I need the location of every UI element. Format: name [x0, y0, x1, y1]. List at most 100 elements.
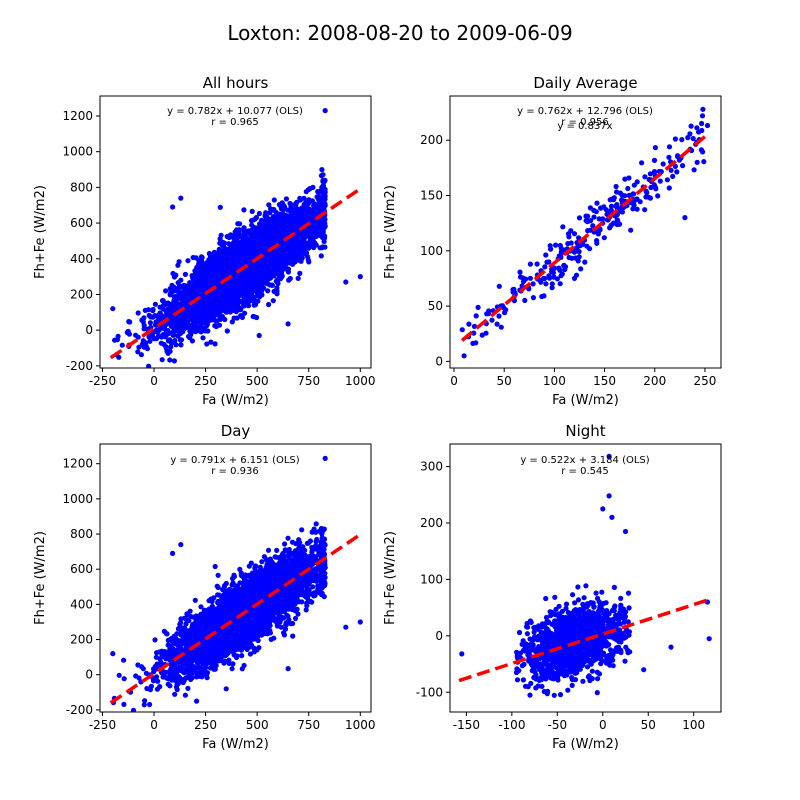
data-point	[181, 317, 187, 323]
data-point	[177, 303, 183, 309]
data-point	[187, 304, 194, 310]
data-point	[266, 202, 272, 208]
data-point	[140, 319, 146, 325]
data-point	[285, 221, 291, 227]
data-point	[256, 210, 262, 217]
data-point	[205, 262, 212, 268]
data-point	[306, 259, 312, 265]
data-point	[297, 251, 303, 258]
data-point	[133, 332, 139, 338]
data-point	[320, 185, 326, 192]
data-point	[257, 244, 264, 250]
data-point	[135, 310, 141, 316]
data-point	[178, 342, 184, 348]
data-point	[315, 189, 321, 195]
data-point	[258, 289, 264, 295]
data-point	[290, 207, 296, 213]
data-point	[233, 295, 240, 301]
data-point	[138, 352, 144, 358]
data-point	[232, 240, 238, 246]
data-point	[320, 178, 326, 184]
data-point	[231, 315, 237, 321]
data-point	[320, 227, 326, 234]
data-point	[223, 290, 230, 296]
data-point	[177, 337, 183, 343]
data-point	[234, 273, 240, 279]
data-point	[271, 206, 277, 213]
data-point	[249, 208, 255, 214]
data-point	[218, 299, 225, 305]
data-point	[215, 310, 221, 316]
data-point	[310, 184, 316, 190]
data-point	[251, 314, 257, 320]
data-point	[262, 249, 268, 255]
data-point	[179, 293, 186, 299]
data-point	[252, 225, 258, 231]
data-point	[274, 285, 280, 291]
data-point	[279, 200, 285, 206]
data-point	[298, 258, 304, 264]
figure-title: Loxton: 2008-08-20 to 2009-06-09	[227, 21, 572, 45]
data-point	[268, 267, 274, 273]
data-point	[307, 236, 313, 242]
data-point	[237, 221, 243, 227]
data-point	[295, 275, 301, 281]
data-point	[263, 271, 269, 277]
data-point	[232, 299, 238, 305]
data-point	[141, 326, 147, 332]
data-point	[187, 280, 193, 286]
data-point	[253, 276, 259, 282]
data-point	[146, 312, 152, 318]
data-point	[234, 227, 240, 233]
data-point	[209, 311, 215, 317]
data-point	[242, 310, 248, 316]
data-point	[282, 261, 288, 267]
data-point	[252, 216, 258, 222]
data-point	[187, 285, 193, 291]
data-point	[279, 216, 285, 223]
data-point	[290, 212, 296, 218]
data-point	[266, 275, 272, 282]
data-point	[261, 279, 267, 285]
data-point	[241, 225, 247, 231]
data-point	[238, 281, 244, 287]
data-point	[197, 304, 203, 310]
data-point	[305, 187, 311, 193]
data-point	[321, 238, 327, 245]
data-point	[206, 284, 212, 290]
data-point	[286, 277, 292, 283]
data-point	[262, 213, 268, 219]
data-point	[260, 265, 266, 271]
data-point	[217, 316, 223, 322]
data-point	[169, 317, 175, 323]
data-point	[170, 332, 176, 338]
data-point	[224, 328, 230, 334]
data-point	[239, 314, 245, 320]
data-point	[206, 257, 212, 263]
data-point	[178, 277, 184, 283]
data-point	[183, 284, 189, 290]
data-point	[141, 315, 147, 321]
data-point	[208, 272, 214, 278]
data-point	[290, 225, 296, 231]
data-point	[241, 286, 247, 292]
data-point	[280, 266, 286, 272]
data-point	[222, 295, 228, 301]
data-point	[204, 341, 210, 347]
data-point	[286, 226, 292, 232]
data-point	[311, 222, 317, 228]
data-point	[213, 276, 219, 282]
data-point	[193, 329, 199, 335]
data-point	[280, 211, 286, 217]
data-point	[252, 245, 258, 251]
data-point	[272, 259, 278, 265]
data-point	[171, 358, 177, 364]
data-point	[259, 217, 265, 223]
data-point	[205, 279, 211, 285]
data-point	[234, 287, 240, 293]
data-point	[135, 349, 141, 355]
data-point	[199, 275, 205, 282]
data-point	[168, 302, 174, 308]
data-point	[315, 225, 321, 231]
data-point	[161, 341, 167, 347]
